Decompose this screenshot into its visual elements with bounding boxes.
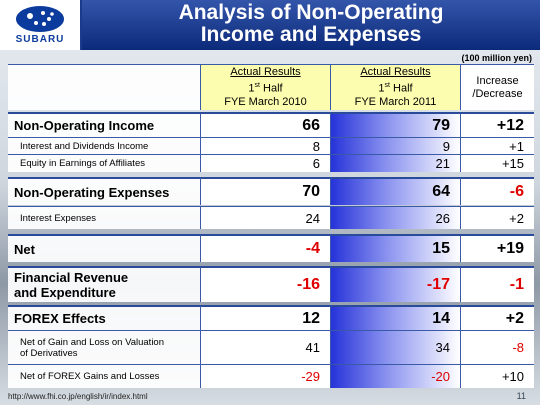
row-value: 79 xyxy=(330,112,460,137)
row-label: Non-Operating Expenses xyxy=(8,177,200,205)
row-label: Net xyxy=(8,234,200,262)
row-value: +19 xyxy=(460,234,534,262)
header-ordinal: 1 xyxy=(248,82,255,95)
row-value: -20 xyxy=(330,364,460,388)
header-suffix: st xyxy=(384,82,390,90)
row-label: Non-Operating Income xyxy=(8,112,200,137)
title-band xyxy=(82,0,540,50)
row-value: -8 xyxy=(460,330,534,364)
row-value: +15 xyxy=(460,154,534,172)
header-suffix: st xyxy=(254,82,260,90)
row-value: 70 xyxy=(200,177,330,205)
column-header: Actual Results 1st Half FYE March 2010 xyxy=(200,64,330,110)
header-line: 1st Half xyxy=(378,79,412,96)
column-header: Increase/Decrease xyxy=(460,64,534,110)
logo: SUBARU xyxy=(0,0,82,50)
header-line: Increase xyxy=(476,74,519,87)
row-value: 6 xyxy=(200,154,330,172)
row-value: -4 xyxy=(200,234,330,262)
row-value: 66 xyxy=(200,112,330,137)
column-header: Actual Results 1st Half FYE March 2011 xyxy=(330,64,460,110)
row-value: +12 xyxy=(460,112,534,137)
header-line: /Decrease xyxy=(472,87,523,100)
row-value: 21 xyxy=(330,154,460,172)
header-line: FYE March 2010 xyxy=(224,95,307,108)
header-line: FYE March 2011 xyxy=(354,95,437,108)
row-value: -6 xyxy=(460,177,534,205)
title: Analysis of Non-Operating Income and Exp… xyxy=(178,1,444,46)
row-label: Financial Revenue and Expenditure xyxy=(8,266,200,302)
header-line: Half xyxy=(393,82,413,95)
page-number: 11 xyxy=(516,391,526,401)
row-value: 34 xyxy=(330,330,460,364)
row-label: Interest and Dividends Income xyxy=(8,137,200,154)
row-value: -17 xyxy=(330,266,460,302)
row-value: 9 xyxy=(330,137,460,154)
row-value: 24 xyxy=(200,206,330,229)
row-label: Net of Gain and Loss on Valuation of Der… xyxy=(8,330,200,364)
row-value: +2 xyxy=(460,206,534,229)
row-value: -1 xyxy=(460,266,534,302)
row-value: -16 xyxy=(200,266,330,302)
row-value: 26 xyxy=(330,206,460,229)
row-value: 12 xyxy=(200,305,330,330)
row-value: +10 xyxy=(460,364,534,388)
header-line: Actual Results xyxy=(230,66,301,79)
row-label: Equity in Earnings of Affiliates xyxy=(8,154,200,172)
row-value: -29 xyxy=(200,364,330,388)
header-ordinal: 1 xyxy=(378,82,385,95)
row-value: 41 xyxy=(200,330,330,364)
unit-note: (100 million yen) xyxy=(461,53,532,63)
header-line: Actual Results xyxy=(360,66,431,79)
footer-url: http://www.fhi.co.jp/english/ir/index.ht… xyxy=(8,392,148,401)
row-value: 8 xyxy=(200,137,330,154)
row-label: Interest Expenses xyxy=(8,206,200,229)
row-value: +1 xyxy=(460,137,534,154)
row-label: Net of FOREX Gains and Losses xyxy=(8,364,200,388)
header-line: Half xyxy=(263,82,283,95)
row-label: FOREX Effects xyxy=(8,305,200,330)
row-value: 14 xyxy=(330,305,460,330)
logo-graphic xyxy=(16,6,64,32)
row-value: +2 xyxy=(460,305,534,330)
header-label xyxy=(8,64,200,110)
row-value: 64 xyxy=(330,177,460,205)
header-line: 1st Half xyxy=(248,79,282,96)
row-value: 15 xyxy=(330,234,460,262)
logo-text: SUBARU xyxy=(15,34,65,45)
